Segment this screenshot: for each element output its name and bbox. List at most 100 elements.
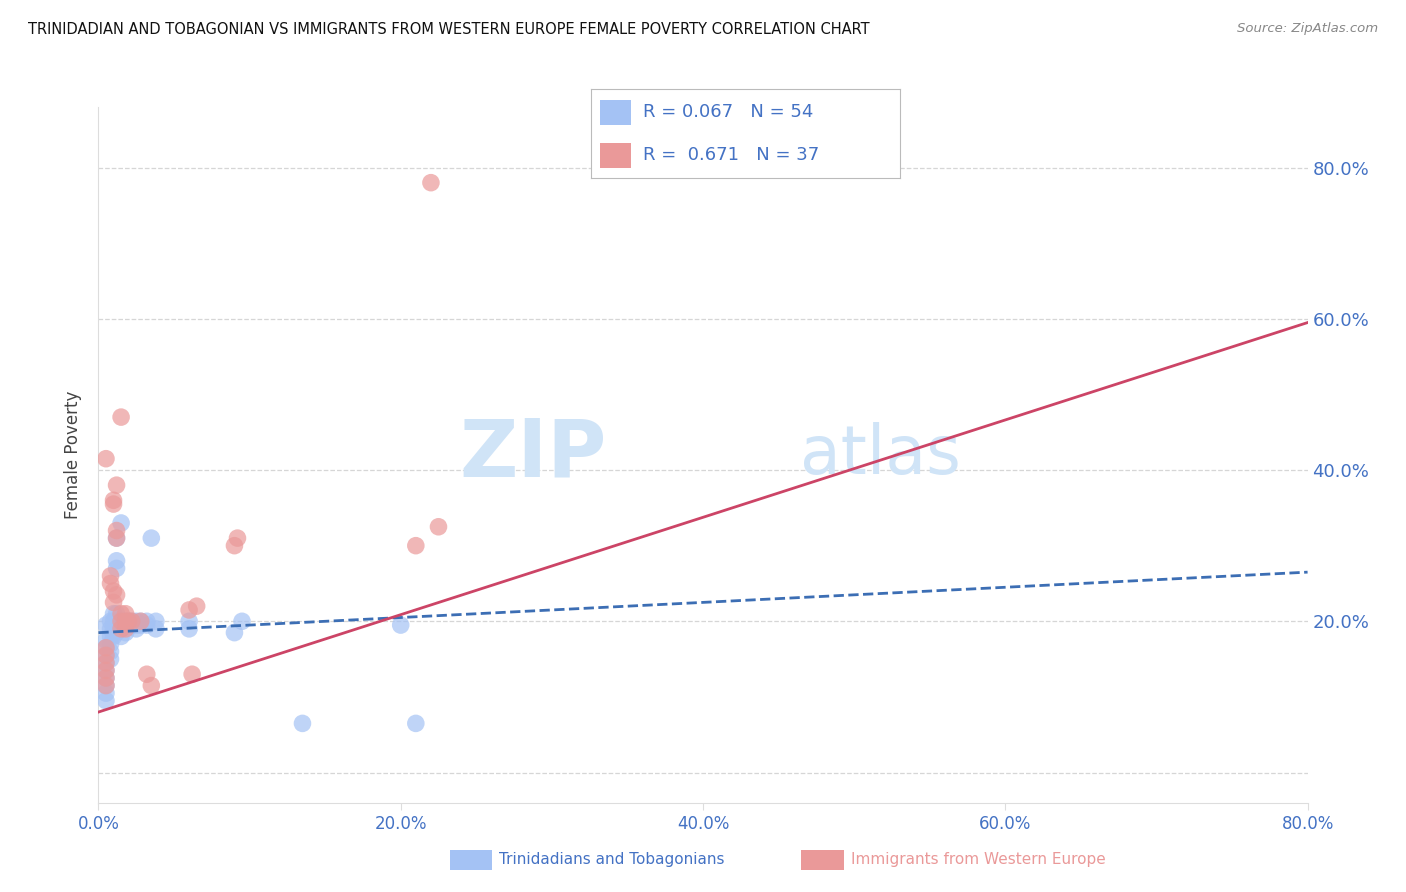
Point — [224, 539, 246, 553]
Point — [121, 615, 143, 629]
Point — [100, 569, 122, 583]
Point — [103, 493, 125, 508]
FancyBboxPatch shape — [600, 143, 631, 168]
Point — [110, 622, 132, 636]
Point — [121, 618, 143, 632]
Point — [129, 618, 152, 632]
Point — [94, 618, 117, 632]
Point — [118, 615, 141, 629]
Point — [179, 615, 201, 629]
Text: ZIP: ZIP — [458, 416, 606, 494]
Y-axis label: Female Poverty: Female Poverty — [65, 391, 83, 519]
Point — [100, 622, 122, 636]
Point — [291, 716, 314, 731]
Text: Immigrants from Western Europe: Immigrants from Western Europe — [851, 853, 1105, 867]
Point — [94, 656, 117, 670]
Text: R =  0.671   N = 37: R = 0.671 N = 37 — [643, 146, 820, 164]
Point — [181, 667, 204, 681]
Point — [224, 625, 246, 640]
Point — [94, 679, 117, 693]
Point — [94, 640, 117, 655]
Point — [121, 615, 143, 629]
Point — [420, 176, 443, 190]
Point — [103, 622, 125, 636]
Point — [125, 615, 148, 629]
Point — [100, 629, 122, 643]
Point — [103, 629, 125, 643]
Point — [105, 625, 128, 640]
Point — [94, 664, 117, 678]
Point — [105, 478, 128, 492]
Point — [405, 539, 427, 553]
Point — [94, 648, 117, 663]
Point — [94, 671, 117, 685]
Point — [105, 531, 128, 545]
Point — [135, 667, 157, 681]
Point — [145, 615, 167, 629]
Point — [94, 686, 117, 700]
Point — [179, 622, 201, 636]
Text: atlas: atlas — [800, 422, 960, 488]
Point — [103, 584, 125, 599]
Point — [110, 607, 132, 621]
Point — [105, 588, 128, 602]
Point — [114, 615, 136, 629]
Point — [110, 622, 132, 636]
Point — [179, 603, 201, 617]
Point — [129, 615, 152, 629]
Point — [103, 615, 125, 629]
Point — [231, 615, 253, 629]
Point — [125, 622, 148, 636]
Point — [427, 520, 450, 534]
Point — [118, 618, 141, 632]
Point — [94, 679, 117, 693]
Point — [110, 516, 132, 530]
Point — [129, 615, 152, 629]
Point — [105, 531, 128, 545]
Point — [94, 671, 117, 685]
Point — [103, 595, 125, 609]
Point — [100, 652, 122, 666]
Point — [145, 622, 167, 636]
Point — [94, 656, 117, 670]
Point — [94, 640, 117, 655]
Point — [103, 607, 125, 621]
Point — [135, 618, 157, 632]
Point — [105, 607, 128, 621]
Point — [105, 618, 128, 632]
Point — [114, 622, 136, 636]
Point — [110, 615, 132, 629]
Point — [110, 629, 132, 643]
Point — [114, 615, 136, 629]
Text: Trinidadians and Tobagonians: Trinidadians and Tobagonians — [499, 853, 724, 867]
Point — [226, 531, 249, 545]
Point — [94, 648, 117, 663]
Point — [141, 531, 163, 545]
Point — [135, 615, 157, 629]
Point — [114, 625, 136, 640]
Point — [405, 716, 427, 731]
Point — [125, 618, 148, 632]
Point — [110, 615, 132, 629]
Point — [100, 615, 122, 629]
Point — [94, 451, 117, 466]
Point — [94, 633, 117, 648]
Text: TRINIDADIAN AND TOBAGONIAN VS IMMIGRANTS FROM WESTERN EUROPE FEMALE POVERTY CORR: TRINIDADIAN AND TOBAGONIAN VS IMMIGRANTS… — [28, 22, 870, 37]
Point — [118, 615, 141, 629]
Point — [100, 644, 122, 658]
Text: R = 0.067   N = 54: R = 0.067 N = 54 — [643, 103, 814, 121]
Point — [94, 694, 117, 708]
Text: Source: ZipAtlas.com: Source: ZipAtlas.com — [1237, 22, 1378, 36]
FancyBboxPatch shape — [600, 100, 631, 125]
Point — [389, 618, 412, 632]
Point — [114, 618, 136, 632]
Point — [141, 679, 163, 693]
Point — [114, 607, 136, 621]
Point — [105, 524, 128, 538]
Point — [94, 664, 117, 678]
Point — [105, 561, 128, 575]
Point — [105, 554, 128, 568]
Point — [103, 497, 125, 511]
Point — [110, 410, 132, 425]
Point — [186, 599, 208, 614]
